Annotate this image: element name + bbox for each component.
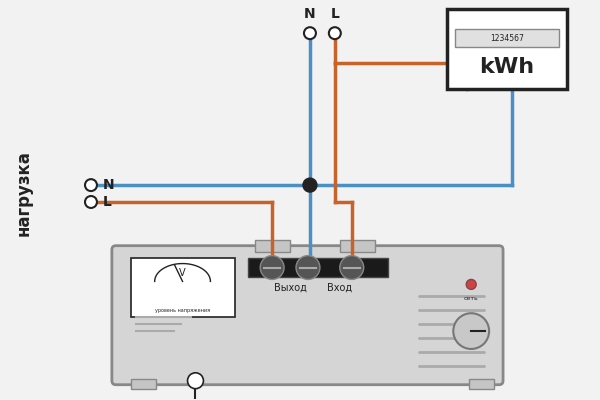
Bar (131, 258, 235, 317)
Text: V: V (179, 268, 186, 278)
Text: N: N (103, 178, 115, 192)
Text: уровень напряжения: уровень напряжения (155, 308, 210, 313)
Circle shape (85, 179, 97, 191)
Circle shape (466, 280, 476, 289)
Bar (248, 258, 388, 278)
Circle shape (296, 256, 320, 280)
Text: Выход: Выход (274, 282, 307, 292)
Bar (255, 240, 290, 252)
Circle shape (303, 178, 317, 192)
Bar (455, 29, 559, 47)
Circle shape (260, 256, 284, 280)
Circle shape (340, 256, 364, 280)
Circle shape (329, 27, 341, 39)
Bar (340, 240, 374, 252)
Circle shape (304, 27, 316, 39)
Text: сеть: сеть (464, 296, 479, 301)
Text: нагрузка: нагрузка (14, 150, 32, 236)
Text: N: N (304, 7, 316, 21)
Bar (131, 379, 155, 389)
Bar (448, 9, 567, 89)
Text: 1234567: 1234567 (490, 34, 524, 43)
Bar (469, 379, 494, 389)
FancyBboxPatch shape (112, 246, 503, 385)
Circle shape (188, 373, 203, 389)
Text: L: L (103, 195, 112, 209)
Circle shape (453, 313, 489, 349)
Text: L: L (331, 7, 339, 21)
Circle shape (85, 196, 97, 208)
Text: kWh: kWh (479, 57, 535, 77)
Text: Вход: Вход (327, 282, 352, 292)
